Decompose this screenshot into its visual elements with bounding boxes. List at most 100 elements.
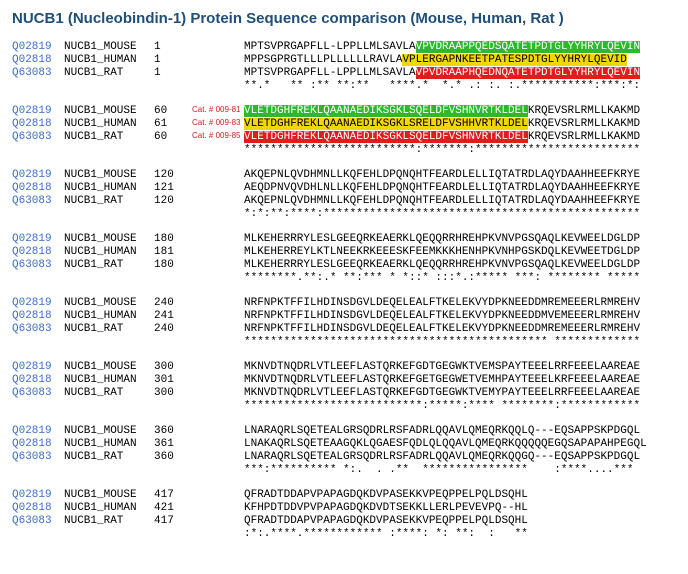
highlight-region: VPVDRAAPHQEDNQATETPDTGLYYHRYLQEVIN	[416, 67, 640, 79]
protein-name: NUCB1_HUMAN	[64, 438, 154, 451]
sequence-row: Q02819NUCB1_MOUSE240NRFNPKTFFILHDINSDGVL…	[12, 297, 676, 310]
start-position: 360	[154, 425, 182, 438]
sequence-text: MLKEHERRRYLESLGEEQRKEAERKLQEQQRRHREHPKVN…	[244, 259, 640, 271]
sequence-row: Q63083NUCB1_RAT300MKNVDTNQDRLVTLEEFLASTQ…	[12, 387, 676, 400]
accession-id: Q02818	[12, 310, 64, 323]
sequence-text: AEQDPNVQVDHLNLLKQFEHLDPQNQHTFEARDLELLIQT…	[244, 182, 640, 194]
accession-id: Q63083	[12, 515, 64, 528]
highlight-region: VLETDGHFREKLQAANAEDIKSGKLSQELDFVSHNVRTKL…	[244, 105, 528, 117]
protein-name: NUCB1_RAT	[64, 323, 154, 336]
sequence-row: Q63083NUCB1_RAT417QFRADTDDAPVPAPAGDQKDVP…	[12, 515, 676, 528]
sequence-row: Q02818NUCB1_HUMAN61Cat. # 009-83VLETDGHF…	[12, 118, 676, 131]
sequence-text: VLETDGHFREKLQAANAEDIKSGKLSQELDFVSHNVRTKL…	[244, 105, 640, 117]
alignment-block: Q02819NUCB1_MOUSE240NRFNPKTFFILHDINSDGVL…	[12, 297, 676, 349]
sequence-row: Q02818NUCB1_HUMAN241NRFNPKTFFILHDINSDGVL…	[12, 310, 676, 323]
accession-id: Q63083	[12, 67, 64, 80]
consensus-row: :*:.****.************ :****: *: **: : **	[12, 528, 676, 541]
start-position: 300	[154, 361, 182, 374]
alignment-block: Q02819NUCB1_MOUSE417 QFRADTDDAPVPAPAGDQKD…	[12, 489, 676, 541]
protein-name: NUCB1_MOUSE	[64, 361, 154, 374]
sequence-text: NRFNPKTFFILHDINSDGVLDEQELEALFTKELEKVYDPK…	[244, 323, 640, 335]
consensus-text: ****************************************…	[244, 336, 640, 348]
sequence-text: MLKEHERRRYLESLGEEQRKEAERKLQEQQRRHREHPKVN…	[244, 233, 640, 245]
catalog-label: Cat. # 009-81	[192, 105, 240, 114]
sequence-row: Q02818NUCB1_HUMAN361LNAKAQRLSQETEAAGQKLQ…	[12, 438, 676, 451]
sequence-row: Q63083NUCB1_RAT60Cat. # 009-85VLETDGHFRE…	[12, 131, 676, 144]
accession-id: Q02819	[12, 361, 64, 374]
catalog-label: Cat. # 009-83	[192, 118, 240, 127]
sequence-row: Q02819NUCB1_MOUSE180MLKEHERRRYLESLGEEQRK…	[12, 233, 676, 246]
sequence-text: QFRADTDDAPVPAPAGDQKDVPASEKKVPEQPPELPQLDS…	[244, 489, 528, 501]
accession-id: Q02818	[12, 118, 64, 131]
start-position: 121	[154, 182, 182, 195]
consensus-row: ********.**:.* **:*** * *::* :::*.:*****…	[12, 272, 676, 285]
protein-name: NUCB1_HUMAN	[64, 246, 154, 259]
sequence-text: MPTSVPRGAPFLL-LPPLLMLSAVLAVPVDRAAPHQEDNQ…	[244, 67, 640, 79]
accession-id: Q02818	[12, 54, 64, 67]
accession-id: Q02819	[12, 105, 64, 118]
start-position: 360	[154, 451, 182, 464]
accession-id: Q63083	[12, 195, 64, 208]
sequence-row: Q02819NUCB1_MOUSE360LNARAQRLSQETEALGRSQD…	[12, 425, 676, 438]
sequence-text: VLETDGHFREKLQAANAEDIKSGKLSRELDFVSHHVRTKL…	[244, 118, 640, 130]
alignment-block: Q02819NUCB1_MOUSE120 AKQEPNLQVDHMNLLKQFEH…	[12, 169, 676, 221]
accession-id: Q02819	[12, 41, 64, 54]
accession-id: Q02819	[12, 169, 64, 182]
protein-name: NUCB1_RAT	[64, 387, 154, 400]
start-position: 300	[154, 387, 182, 400]
accession-id: Q63083	[12, 323, 64, 336]
consensus-text: **************************:*******:*****…	[244, 144, 640, 156]
start-position: 181	[154, 246, 182, 259]
accession-id: Q63083	[12, 451, 64, 464]
sequence-text: LNARAQRLSQETEALGRSQDRLRSFADRLQQAVLQMEQRK…	[244, 451, 640, 463]
protein-name: NUCB1_HUMAN	[64, 310, 154, 323]
sequence-text: KFHPDTDDVPVPAPAGDQKDVDTSEKKLLERLPEVEVPQ-…	[244, 502, 528, 514]
consensus-row: *:*:**:****:****************************…	[12, 208, 676, 221]
sequence-row: Q02818NUCB1_HUMAN421KFHPDTDDVPVPAPAGDQKD…	[12, 502, 676, 515]
alignment-block: Q02819NUCB1_MOUSE300 MKNVDTNQDRLVTLEEFLAS…	[12, 361, 676, 413]
sequence-row: Q02818NUCB1_HUMAN301MKNVDTNQDRLVTLEEFLAS…	[12, 374, 676, 387]
start-position: 421	[154, 502, 182, 515]
highlight-region: VLETDGHFREKLQAANAEDIKSGKLSQELDFVSHNVRTKL…	[244, 131, 528, 143]
protein-name: NUCB1_MOUSE	[64, 489, 154, 502]
protein-name: NUCB1_MOUSE	[64, 105, 154, 118]
highlight-region: VLETDGHFREKLQAANAEDIKSGKLSRELDFVSHHVRTKL…	[244, 118, 528, 130]
protein-name: NUCB1_MOUSE	[64, 41, 154, 54]
consensus-text: ***************************:*****:**** *…	[244, 400, 640, 412]
consensus-text: **.* ** :** **:** ****.* *.* .: :. :.***…	[244, 80, 640, 92]
sequence-row: Q02818NUCB1_HUMAN1MPPSGPRGTLLLPLLLLLLRAV…	[12, 54, 676, 67]
accession-id: Q63083	[12, 387, 64, 400]
start-position: 361	[154, 438, 182, 451]
alignment-block: Q02819NUCB1_MOUSE60Cat. # 009-81VLETDGHF…	[12, 105, 676, 157]
start-position: 417	[154, 515, 182, 528]
consensus-row: ***:********** *:. . .** ***************…	[12, 464, 676, 477]
alignment-container: Q02819NUCB1_MOUSE1MPTSVPRGAPFLL-LPPLLMLS…	[12, 41, 676, 541]
alignment-block: Q02819NUCB1_MOUSE180MLKEHERRRYLESLGEEQRK…	[12, 233, 676, 285]
sequence-text: LNAKAQRLSQETEAAGQKLQGAESFQDLQLQQAVLQMEQR…	[244, 438, 647, 450]
accession-id: Q02819	[12, 489, 64, 502]
protein-name: NUCB1_MOUSE	[64, 233, 154, 246]
start-position: 61	[154, 118, 182, 131]
sequence-text: AKQEPNLQVDHMNLLKQFEHLDPQNQHTFEARDLELLIQT…	[244, 195, 640, 207]
start-position: 180	[154, 259, 182, 272]
alignment-block: Q02819NUCB1_MOUSE1 MPTSVPRGAPFLL-LPPLLMLS…	[12, 41, 676, 93]
start-position: 1	[154, 54, 182, 67]
start-position: 120	[154, 169, 182, 182]
protein-name: NUCB1_RAT	[64, 67, 154, 80]
start-position: 120	[154, 195, 182, 208]
sequence-row: Q02819NUCB1_MOUSE1MPTSVPRGAPFLL-LPPLLMLS…	[12, 41, 676, 54]
sequence-text: MPPSGPRGTLLLPLLLLLLRAVLAVPLERGAPNKEETPAT…	[244, 54, 627, 66]
protein-name: NUCB1_MOUSE	[64, 169, 154, 182]
consensus-row: **.* ** :** **:** ****.* *.* .: :. :.***…	[12, 80, 676, 93]
sequence-row: Q63083NUCB1_RAT180MLKEHERRRYLESLGEEQRKEA…	[12, 259, 676, 272]
sequence-text: MKNVDTNQDRLVTLEEFLASTQRKEFGETGEGWETVEMHP…	[244, 374, 640, 386]
accession-id: Q02818	[12, 374, 64, 387]
consensus-row: **************************:*******:*****…	[12, 144, 676, 157]
protein-name: NUCB1_RAT	[64, 259, 154, 272]
accession-id: Q02818	[12, 182, 64, 195]
highlight-region: VPVDRAAPPQEDSQATETPDTGLYYHRYLQEVIN	[416, 41, 640, 53]
sequence-text: NRFNPKTFFILHDINSDGVLDEQELEALFTKELEKVYDPK…	[244, 310, 640, 322]
sequence-row: Q63083NUCB1_RAT360LNARAQRLSQETEALGRSQDRL…	[12, 451, 676, 464]
sequence-text: VLETDGHFREKLQAANAEDIKSGKLSQELDFVSHNVRTKL…	[244, 131, 640, 143]
consensus-text: ********.**:.* **:*** * *::* :::*.:*****…	[244, 272, 640, 284]
